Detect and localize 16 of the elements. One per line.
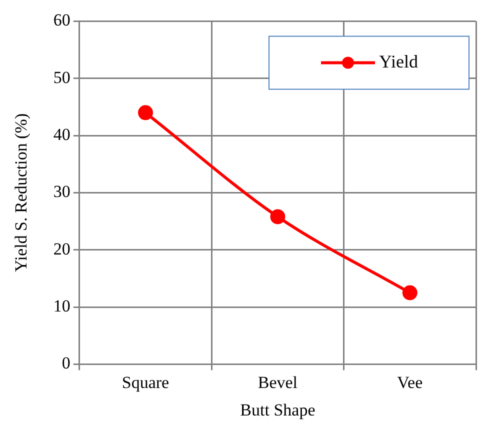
y-axis-title: Yield S. Reduction (%)	[12, 113, 31, 272]
point	[270, 209, 286, 224]
x-tick-label: Vee	[397, 372, 423, 392]
point	[138, 105, 153, 120]
y-tick-label: 20	[53, 239, 70, 258]
y-tick-label: 50	[53, 68, 70, 87]
y-tick-label: 0	[62, 354, 70, 373]
y-tick-label: 40	[53, 125, 70, 144]
y-tick-label: 60	[53, 10, 70, 30]
y-tick-label: 10	[53, 296, 70, 316]
y-tick-label: 30	[53, 182, 70, 202]
legend-label: Yield	[379, 51, 418, 72]
x-tick-label: Square	[122, 372, 170, 392]
x-tick-label: Bevel	[258, 372, 298, 392]
point	[402, 285, 418, 300]
x-axis-title: Butt Shape	[240, 400, 316, 420]
